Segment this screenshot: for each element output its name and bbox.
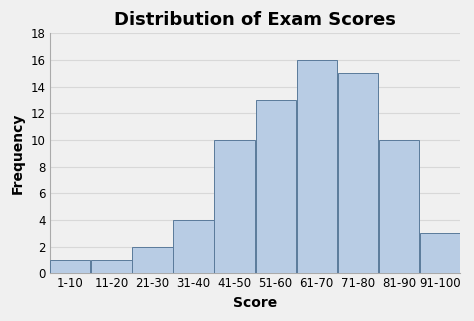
Bar	[255, 100, 296, 273]
Title: Distribution of Exam Scores: Distribution of Exam Scores	[114, 11, 396, 29]
Bar	[337, 74, 378, 273]
Bar	[173, 220, 214, 273]
Bar	[50, 260, 91, 273]
Bar	[91, 260, 132, 273]
Bar	[379, 140, 419, 273]
Bar	[132, 247, 173, 273]
Bar	[215, 140, 255, 273]
X-axis label: Score: Score	[233, 296, 277, 310]
Y-axis label: Frequency: Frequency	[11, 113, 25, 194]
Bar	[297, 60, 337, 273]
Bar	[420, 233, 460, 273]
